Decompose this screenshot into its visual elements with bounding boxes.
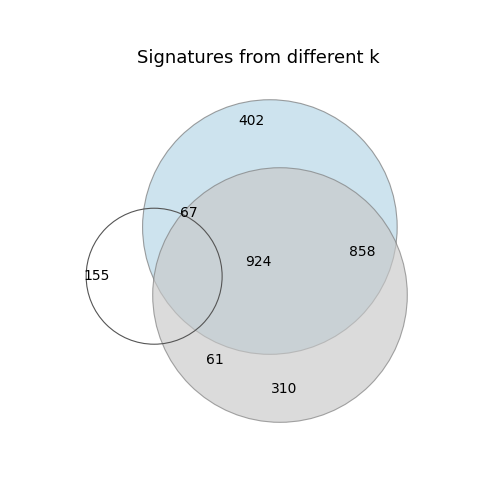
Text: 67: 67: [180, 206, 198, 220]
Circle shape: [153, 168, 407, 422]
Text: 402: 402: [238, 114, 264, 129]
Text: 310: 310: [271, 382, 297, 396]
Text: 155: 155: [83, 269, 109, 283]
Legend: 2-group, 3-group, 4-group: 2-group, 3-group, 4-group: [502, 219, 504, 290]
Circle shape: [143, 100, 397, 354]
Title: Signatures from different k: Signatures from different k: [137, 48, 380, 67]
Text: 858: 858: [349, 244, 375, 259]
Text: 924: 924: [245, 255, 272, 269]
Text: 61: 61: [206, 353, 224, 367]
